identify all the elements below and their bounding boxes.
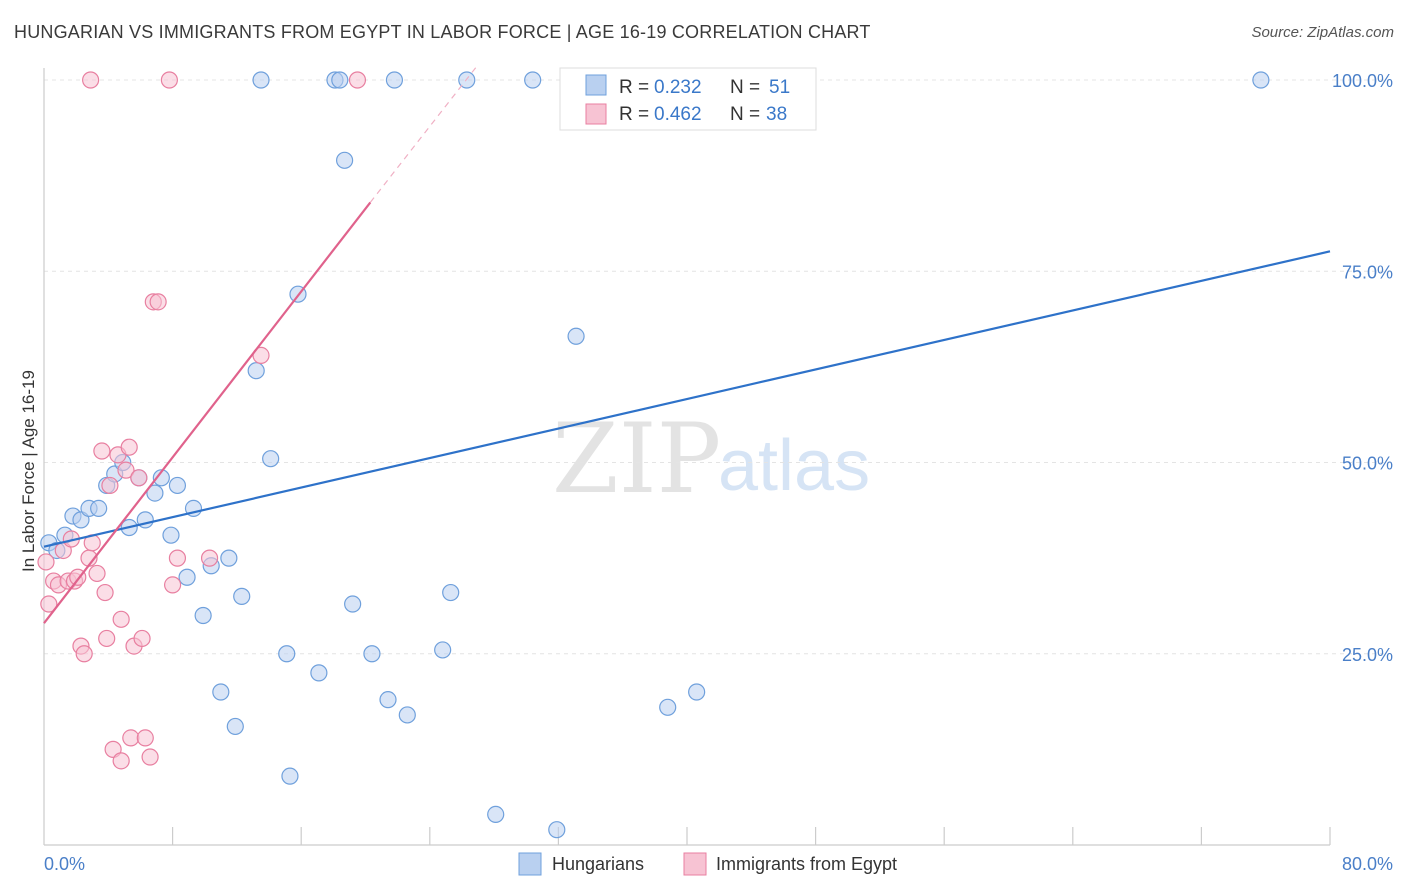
hungarian-point: [90, 499, 108, 517]
y-axis-label: In Labor Force | Age 16-19: [19, 370, 38, 572]
egypt-point: [88, 564, 106, 583]
bottom-legend-swatch-hungarians: [518, 852, 542, 876]
x-tick-label-min: 0.0%: [44, 854, 85, 874]
hungarian-point: [434, 641, 452, 659]
tick-labels: 25.0% 50.0% 75.0% 100.0% 0.0% 80.0%: [44, 71, 1393, 874]
egypt-point: [149, 293, 167, 311]
egypt-trend-extension: [369, 64, 479, 203]
egypt-point: [136, 729, 154, 747]
hungarian-trend-line: [43, 250, 1331, 548]
egypt-point: [160, 71, 178, 89]
egypt-point: [117, 461, 135, 479]
hungarian-point: [146, 484, 164, 502]
hungarian-point: [442, 583, 460, 602]
legend-box: R = 0.232 N = 51 R = 0.462 N = 38: [559, 67, 817, 131]
egypt-point: [130, 469, 148, 487]
egypt-point: [98, 629, 116, 648]
chart-title: HUNGARIAN VS IMMIGRANTS FROM EGYPT IN LA…: [14, 22, 871, 42]
bottom-legend-label-egypt: Immigrants from Egypt: [716, 854, 897, 874]
egypt-point: [120, 438, 138, 456]
hungarian-point: [220, 549, 238, 567]
egypt-point: [141, 748, 159, 766]
egypt-point: [112, 752, 130, 770]
legend-n-value-hungarians: 51: [769, 77, 790, 98]
hungarian-point: [262, 450, 280, 468]
y-tick-label-50: 50.0%: [1342, 454, 1393, 474]
hungarian-point: [152, 469, 170, 487]
egypt-point: [122, 729, 140, 747]
hungarian-point: [331, 71, 349, 89]
x-tick-label-max: 80.0%: [1342, 854, 1393, 874]
egypt-point: [101, 476, 119, 495]
bottom-legend-swatch-egypt: [683, 852, 707, 876]
legend-r-label-egypt: R =: [619, 104, 649, 125]
legend-n-value-egypt: 38: [766, 104, 787, 125]
hungarian-point: [379, 691, 397, 709]
bottom-legend-label-hungarians: Hungarians: [552, 854, 644, 874]
hungarian-point: [548, 821, 566, 839]
hungarian-point: [398, 706, 416, 724]
hungarian-point: [252, 71, 270, 89]
hungarian-point: [178, 568, 196, 586]
egypt-point: [82, 71, 100, 89]
hungarian-point: [212, 683, 230, 701]
hungarian-point: [162, 526, 180, 544]
hungarian-point: [363, 645, 381, 663]
y-tick-label-100: 100.0%: [1332, 71, 1393, 91]
legend-r-label-hungarians: R =: [619, 77, 649, 98]
egypt-point: [200, 549, 219, 567]
source-label: Source: ZipAtlas.com: [1251, 24, 1394, 41]
egypt-point: [168, 549, 187, 567]
watermark-atlas: atlas: [718, 426, 870, 506]
hungarian-point: [247, 362, 265, 380]
legend-swatch-hungarians: [585, 74, 607, 96]
hungarian-point: [385, 71, 404, 89]
hungarian-point: [194, 606, 212, 625]
egypt-point: [96, 583, 114, 602]
hungarian-point: [344, 595, 362, 613]
hungarian-point: [168, 476, 187, 495]
egypt-point: [133, 629, 151, 648]
hungarian-point: [226, 717, 244, 736]
y-tick-label-75: 75.0%: [1342, 262, 1393, 282]
hungarian-point: [1252, 71, 1270, 89]
trend-lines: [43, 64, 1331, 624]
egypt-point: [75, 645, 93, 663]
legend-r-value-hungarians: 0.232: [654, 77, 702, 98]
hungarian-point: [281, 767, 299, 785]
hungarian-point: [487, 805, 505, 824]
hungarian-point: [688, 683, 706, 701]
egypt-trend-line: [43, 201, 372, 624]
legend-n-label-hungarians: N =: [730, 77, 760, 98]
egypt-point: [40, 595, 58, 613]
hungarian-point: [233, 587, 251, 605]
egypt-point: [112, 610, 130, 628]
legend-n-label-egypt: N =: [730, 104, 760, 125]
hungarian-point: [659, 698, 677, 716]
watermark-zip: ZIP: [552, 403, 721, 515]
bottom-legend: Hungarians Immigrants from Egypt: [518, 852, 897, 876]
hungarian-point: [336, 151, 354, 169]
grid-lines: [44, 79, 1390, 655]
legend-r-value-egypt: 0.462: [654, 104, 702, 125]
legend-swatch-egypt: [585, 103, 607, 125]
egypt-point: [93, 442, 111, 460]
egypt-point: [348, 71, 367, 89]
hungarian-point: [524, 71, 542, 89]
hungarian-point: [567, 327, 585, 345]
hungarian-point: [310, 664, 328, 682]
egypt-point: [164, 576, 182, 594]
y-tick-label-25: 25.0%: [1342, 645, 1393, 665]
egypt-point: [37, 553, 55, 571]
hungarian-point: [278, 645, 296, 663]
